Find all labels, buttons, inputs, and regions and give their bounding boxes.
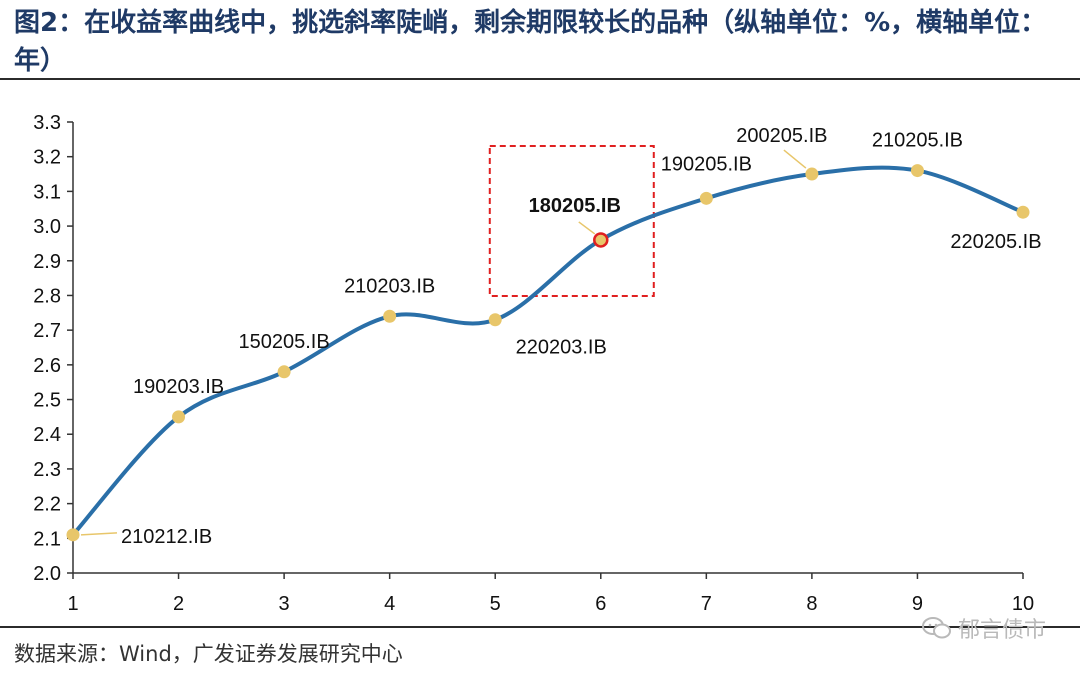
- data-point: [66, 528, 80, 542]
- top-divider: [0, 78, 1080, 80]
- data-point: [383, 309, 397, 323]
- x-tick-label: 2: [173, 593, 184, 615]
- data-points: [66, 164, 1030, 542]
- y-tick-label: 2.2: [33, 494, 61, 516]
- point-label: 180205.IB: [529, 195, 621, 217]
- point-label: 210203.IB: [344, 275, 435, 297]
- point-labels: 210212.IB 190203.IB 150205.IB 210203.IB 2202…: [121, 125, 1042, 548]
- data-point: [1016, 205, 1030, 219]
- chart-title: 图2：在收益率曲线中，挑选斜率陡峭，剩余期限较长的品种（纵轴单位：%，横轴单位：…: [14, 8, 1047, 76]
- point-label: 150205.IB: [239, 331, 330, 353]
- y-tick-label: 3.0: [33, 216, 61, 238]
- x-axis-ticks: 1 2 3 4 5 6 7 8 9 10: [67, 573, 1034, 615]
- x-tick-label: 6: [595, 593, 606, 615]
- y-tick-label: 2.6: [33, 355, 61, 377]
- point-label: 190203.IB: [133, 376, 224, 398]
- y-tick-label: 2.3: [33, 459, 61, 481]
- y-tick-label: 2.7: [33, 320, 61, 342]
- x-tick-label: 7: [701, 593, 712, 615]
- y-tick-label: 2.4: [33, 424, 61, 446]
- point-label: 210212.IB: [121, 526, 212, 548]
- data-point: [277, 365, 291, 379]
- x-tick-label: 1: [67, 593, 78, 615]
- x-tick-label: 8: [806, 593, 817, 615]
- data-point: [910, 164, 924, 178]
- y-tick-label: 2.5: [33, 390, 61, 412]
- watermark-text: 郁言债市: [957, 618, 1046, 643]
- point-label: 200205.IB: [736, 125, 827, 147]
- leader-line: [80, 532, 118, 536]
- y-tick-label: 2.1: [33, 528, 61, 550]
- y-tick-label: 2.0: [33, 563, 61, 585]
- watermark: 郁言债市: [921, 612, 1046, 644]
- yield-curve-chart: 2.0 2.1 2.2 2.3 2.4 2.5 2.6 2.7 2.8 2.9 3.0 3.1 3.2 3…: [33, 112, 1042, 615]
- y-tick-label: 3.2: [33, 147, 61, 169]
- point-label: 220203.IB: [516, 337, 607, 359]
- yield-curve-line: [71, 165, 1025, 537]
- leader-line: [578, 221, 596, 235]
- data-point: [172, 410, 186, 424]
- highlight-box: [488, 144, 655, 297]
- y-tick-label: 3.3: [33, 112, 61, 134]
- label-leader-lines: [80, 149, 807, 536]
- x-tick-label: 5: [490, 593, 501, 615]
- y-tick-label: 2.8: [33, 285, 61, 307]
- x-tick-label: 10: [1012, 593, 1034, 615]
- bottom-divider: [0, 626, 1080, 628]
- y-tick-label: 2.9: [33, 251, 61, 273]
- data-point: [805, 167, 819, 181]
- chart-axes: [72, 122, 1023, 574]
- x-tick-label: 3: [279, 593, 290, 615]
- point-label: 190205.IB: [661, 153, 752, 175]
- data-point: [488, 313, 502, 327]
- x-tick-label: 4: [384, 593, 395, 615]
- x-tick-label: 9: [912, 593, 923, 615]
- data-source: 数据来源：Wind，广发证券发展研究中心: [14, 642, 403, 666]
- y-axis-ticks: 2.0 2.1 2.2 2.3 2.4 2.5 2.6 2.7 2.8 2.9 3.0 3.1 3.2 3…: [33, 112, 73, 585]
- data-point: [699, 191, 713, 205]
- point-label: 210205.IB: [872, 130, 963, 152]
- highlighted-data-point: [593, 232, 609, 248]
- wechat-icon: [921, 616, 952, 640]
- point-label: 220205.IB: [950, 231, 1041, 253]
- leader-line: [783, 149, 807, 169]
- y-tick-label: 3.1: [33, 181, 61, 203]
